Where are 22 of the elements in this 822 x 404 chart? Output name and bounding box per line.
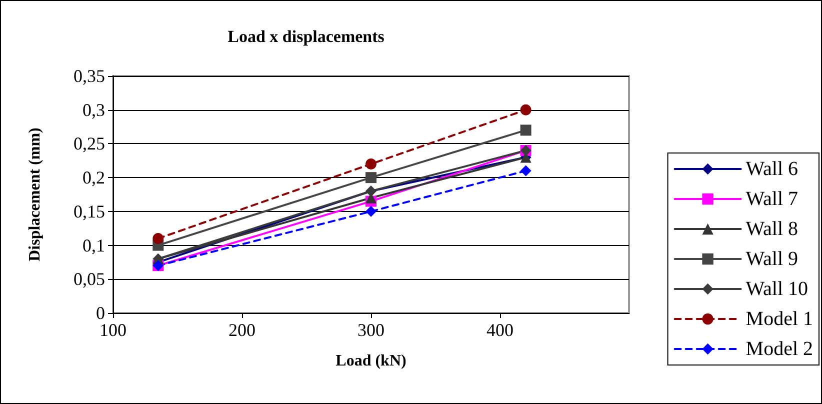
legend-label: Wall 9 [746,248,798,270]
y-tick-label: 0,35 [74,66,105,86]
legend-label: Model 2 [746,338,813,360]
legend-label: Wall 7 [746,188,798,210]
x-tick-label: 300 [358,320,384,340]
legend-label: Wall 8 [746,218,798,240]
x-tick-label: 200 [228,320,256,340]
legend-label: Wall 10 [746,278,808,300]
y-tick-label: 0,05 [74,269,105,290]
x-tick-label: 400 [486,320,514,340]
y-tick-label: 0,2 [82,168,105,188]
y-tick-label: 0 [96,303,105,323]
x-axis-title: Load (kN) [336,352,406,370]
y-tick-label: 0,15 [74,201,105,222]
y-axis-title: Displacement (mm) [26,128,44,262]
y-tick-label: 0,3 [82,100,105,120]
chart-title: Load x displacements [228,27,385,46]
y-tick-label: 0,1 [82,235,105,256]
legend-label: Model 1 [746,308,813,330]
legend-label: Wall 6 [746,158,798,180]
x-tick-label: 100 [100,320,126,340]
y-tick-label: 0,25 [74,134,105,154]
